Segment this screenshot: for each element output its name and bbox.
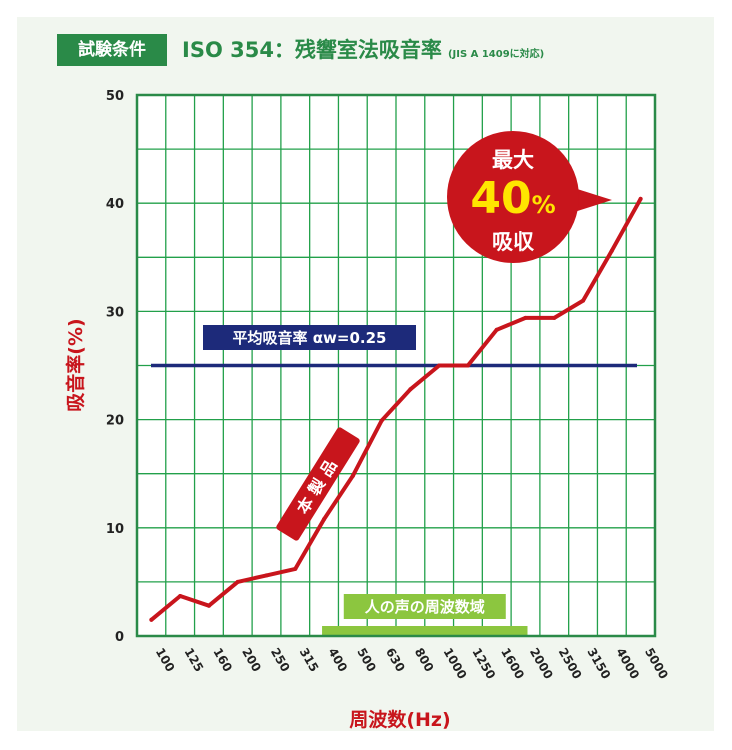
voice-band-bar: [322, 626, 528, 636]
callout-value: 40%: [470, 173, 555, 224]
plot-frame: [135, 93, 657, 638]
x-tick-label: 630: [383, 646, 408, 675]
y-tick-label: 10: [106, 522, 124, 537]
data-point: [206, 603, 211, 608]
voice-band-label: 人の声の周波数域: [365, 598, 485, 616]
average-label-box: [203, 325, 416, 350]
x-tick-label: 1600: [498, 646, 527, 682]
data-point: [552, 315, 557, 320]
x-tick-label: 100: [153, 646, 178, 675]
standard-title: ISO 354：残響室法吸音率 (JIS A 1409に対応): [182, 35, 544, 65]
data-point: [293, 566, 298, 571]
y-axis-title: 吸音率(%): [64, 318, 87, 411]
y-tick-label: 40: [106, 197, 124, 212]
average-line-layer: 平均吸音率 αw=0.25: [151, 325, 637, 368]
data-point: [149, 617, 154, 622]
x-tick-label: 800: [412, 646, 437, 675]
data-point: [235, 579, 240, 584]
data-point: [465, 363, 470, 368]
callout-pointer: [568, 188, 612, 214]
callout-line1: 最大: [492, 148, 534, 172]
standard-title-note: (JIS A 1409に対応): [447, 49, 545, 60]
y-tick-label: 30: [106, 305, 124, 320]
data-point: [379, 418, 384, 423]
data-point: [609, 248, 614, 253]
callout-line3: 吸収: [492, 230, 535, 254]
x-tick-label: 400: [325, 646, 350, 675]
callout-value-number: 40: [470, 173, 531, 224]
x-tick-label: 250: [268, 646, 293, 675]
x-tick-label: 200: [239, 646, 264, 675]
frame-layer: [135, 93, 657, 638]
x-tick-label: 125: [182, 646, 207, 675]
x-tick-label: 2500: [556, 646, 585, 682]
data-point: [494, 327, 499, 332]
x-tick-label: 315: [297, 646, 322, 675]
data-point: [322, 517, 327, 522]
y-tick-label: 50: [106, 89, 124, 104]
data-point: [408, 387, 413, 392]
data-point: [350, 473, 355, 478]
y-tick-label: 20: [106, 414, 124, 429]
data-point: [523, 315, 528, 320]
callout-bubble: [447, 131, 579, 263]
x-axis-title: 周波数(Hz): [349, 708, 450, 731]
data-point: [581, 298, 586, 303]
y-tick-label: 0: [115, 630, 124, 645]
voice-band-label-box: [343, 594, 506, 619]
data-point: [264, 573, 269, 578]
data-point: [638, 196, 643, 201]
series-label-box: [276, 427, 360, 541]
voice-band-layer: 人の声の周波数域: [322, 594, 528, 636]
data-point: [178, 593, 183, 598]
series-line-product: [149, 196, 643, 622]
x-tick-label: 2000: [527, 646, 556, 682]
x-axis: 100 125 160 200 250 315 400 500 630 800 1000 1250 16…: [153, 646, 671, 732]
x-tick-label: 4000: [613, 646, 642, 682]
x-tick-label: 1000: [441, 646, 470, 682]
data-point: [437, 363, 442, 368]
callout-value-unit: %: [532, 191, 556, 219]
y-axis: 0 10 20 30 40 50 吸音率(%): [64, 89, 124, 645]
x-tick-label: 3150: [584, 646, 613, 682]
x-tick-label: 5000: [642, 646, 671, 682]
x-tick-label: 1250: [469, 646, 498, 682]
x-tick-label: 160: [210, 646, 235, 675]
standard-title-main: ISO 354：残響室法吸音率: [182, 38, 442, 62]
x-tick-label: 500: [354, 646, 379, 675]
test-condition-tag: 試験条件: [57, 34, 167, 66]
average-label: 平均吸音率 αw=0.25: [233, 329, 387, 347]
